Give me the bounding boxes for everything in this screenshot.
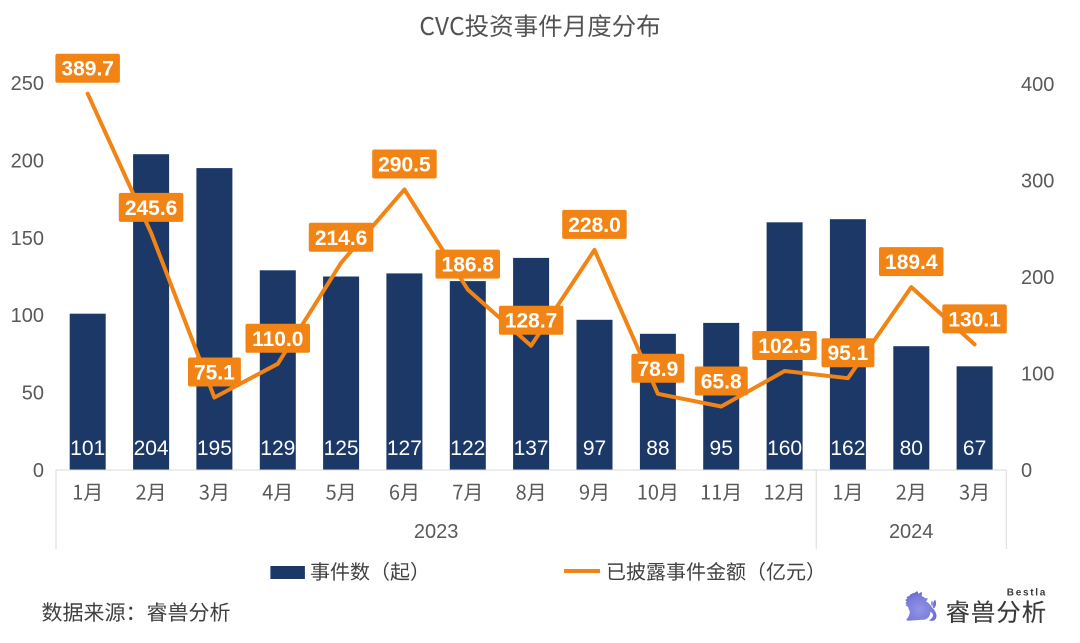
svg-text:186.8: 186.8 bbox=[442, 254, 495, 277]
svg-text:200: 200 bbox=[11, 150, 44, 172]
svg-text:129: 129 bbox=[260, 437, 295, 460]
svg-text:Bestla: Bestla bbox=[1007, 588, 1047, 599]
svg-text:65.8: 65.8 bbox=[701, 371, 742, 394]
svg-text:78.9: 78.9 bbox=[637, 358, 678, 381]
svg-text:228.0: 228.0 bbox=[568, 214, 621, 237]
svg-text:102.5: 102.5 bbox=[758, 335, 811, 358]
svg-text:290.5: 290.5 bbox=[378, 154, 431, 177]
svg-text:2023: 2023 bbox=[414, 521, 459, 543]
svg-text:137: 137 bbox=[514, 437, 549, 460]
svg-text:400: 400 bbox=[1021, 74, 1054, 96]
svg-text:125: 125 bbox=[324, 437, 359, 460]
svg-text:128.7: 128.7 bbox=[505, 310, 558, 333]
svg-text:88: 88 bbox=[646, 437, 669, 460]
svg-text:80: 80 bbox=[900, 437, 923, 460]
svg-text:75.1: 75.1 bbox=[194, 362, 235, 385]
svg-text:127: 127 bbox=[387, 437, 422, 460]
svg-text:101: 101 bbox=[70, 437, 105, 460]
svg-text:300: 300 bbox=[1021, 170, 1054, 192]
svg-text:189.4: 189.4 bbox=[885, 251, 938, 274]
svg-text:95.1: 95.1 bbox=[827, 342, 868, 365]
svg-text:204: 204 bbox=[134, 437, 169, 460]
svg-text:122: 122 bbox=[450, 437, 485, 460]
svg-text:150: 150 bbox=[11, 228, 44, 250]
svg-text:100: 100 bbox=[11, 305, 44, 327]
svg-text:245.6: 245.6 bbox=[125, 197, 178, 220]
svg-text:200: 200 bbox=[1021, 267, 1054, 289]
svg-text:97: 97 bbox=[583, 437, 606, 460]
svg-text:0: 0 bbox=[33, 460, 44, 482]
svg-text:130.1: 130.1 bbox=[948, 308, 1001, 331]
svg-text:162: 162 bbox=[830, 437, 865, 460]
svg-text:0: 0 bbox=[1021, 460, 1032, 482]
svg-text:110.0: 110.0 bbox=[252, 328, 303, 351]
svg-text:100: 100 bbox=[1021, 363, 1054, 385]
svg-text:95: 95 bbox=[710, 437, 733, 460]
svg-text:250: 250 bbox=[11, 73, 44, 95]
svg-text:67: 67 bbox=[963, 437, 986, 460]
svg-text:389.7: 389.7 bbox=[61, 58, 114, 81]
svg-text:214.6: 214.6 bbox=[315, 227, 368, 250]
svg-text:2024: 2024 bbox=[889, 521, 934, 543]
svg-text:50: 50 bbox=[22, 383, 44, 405]
svg-text:195: 195 bbox=[197, 437, 232, 460]
svg-text:160: 160 bbox=[767, 437, 802, 460]
